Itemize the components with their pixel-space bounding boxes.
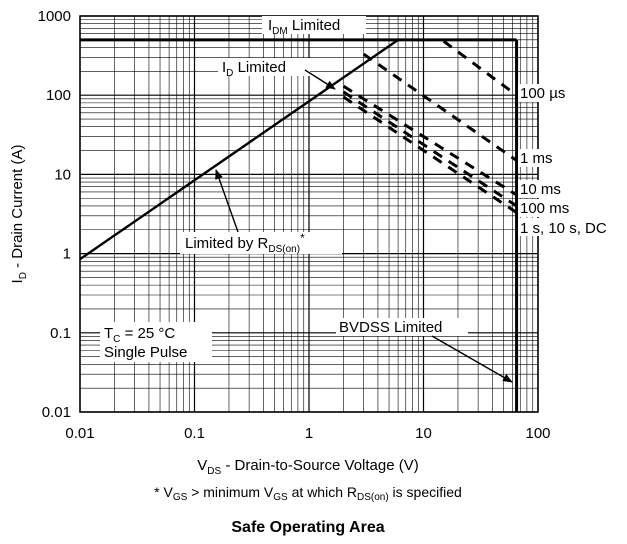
y-tick-label: 1: [63, 246, 71, 263]
id-limited-label: ID Limited: [222, 59, 286, 79]
id-label-bg: [218, 58, 310, 76]
single-pulse-label: Single Pulse: [104, 344, 187, 361]
rds-on-limit-line: [79, 38, 399, 261]
y-tick-labels: 1000 100 10 1 0.1 0.01: [38, 8, 71, 421]
x-tick-label: 100: [525, 425, 550, 442]
chart-title: Safe Operating Area: [231, 519, 384, 536]
conditions-bg: [100, 322, 212, 362]
idm-limited-label: IDM Limited: [268, 17, 340, 37]
series-label-100ms: 100 ms: [520, 200, 569, 217]
x-tick-label: 0.1: [184, 425, 205, 442]
limit-lines: [79, 38, 519, 412]
id-limit-arrow: [304, 69, 336, 90]
series-label-100us: 100 µs: [520, 85, 565, 102]
series-label-10ms: 10 ms: [520, 181, 561, 198]
series-labels: 100 µs 1 ms 10 ms 100 ms 1 s, 10 s, DC: [518, 84, 622, 237]
y-tick-label: 0.01: [42, 404, 71, 421]
rds-label-bg: [180, 232, 342, 254]
series-line-3: [342, 90, 518, 208]
series-line-4: [342, 95, 518, 214]
grid-minor: [80, 16, 538, 412]
series-label-dc: 1 s, 10 s, DC: [520, 220, 607, 237]
x-tick-labels: 0.01 0.1 1 10 100: [65, 425, 550, 442]
y-axis-title: ID - Drain Current (A): [9, 145, 29, 284]
bvdss-label-bg: [336, 318, 468, 336]
x-axis-title: VDS - Drain-to-Source Voltage (V): [197, 457, 419, 477]
series-label-1ms: 1 ms: [520, 150, 553, 167]
bvdss-limit-arrow: [431, 335, 513, 383]
x-tick-label: 0.01: [65, 425, 94, 442]
bvdss-limited-label: BVDSS Limited: [339, 319, 442, 336]
series-line-1: [362, 52, 518, 162]
y-tick-label: 0.1: [50, 325, 71, 342]
rds-limit-arrow: [215, 169, 239, 233]
series-lines: [342, 40, 518, 214]
idm-label-bg: [262, 16, 366, 34]
series-line-2: [342, 84, 518, 197]
tc-condition-label: TC = 25 °C: [104, 325, 175, 345]
y-tick-label: 1000: [38, 8, 71, 25]
rds-limited-label: Limited by RDS(on)*: [185, 231, 305, 255]
x-tick-label: 1: [305, 425, 313, 442]
y-tick-label: 100: [46, 87, 71, 104]
y-tick-label: 10: [54, 166, 71, 183]
series-line-0: [442, 40, 518, 97]
footnote: * VGS > minimum VGS at which RDS(on) is …: [154, 484, 462, 503]
x-tick-label: 10: [415, 425, 432, 442]
